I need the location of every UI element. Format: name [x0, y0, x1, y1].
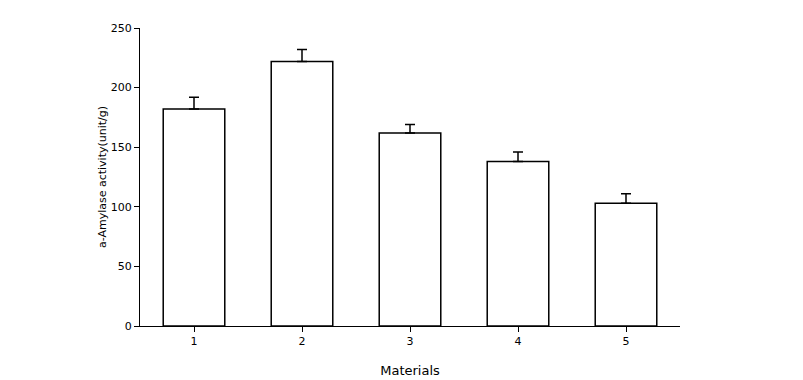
- svg-text:100: 100: [111, 201, 132, 214]
- svg-text:50: 50: [118, 260, 132, 273]
- svg-text:150: 150: [111, 141, 132, 154]
- svg-text:0: 0: [125, 320, 132, 333]
- svg-text:5: 5: [623, 335, 630, 348]
- svg-text:4: 4: [515, 335, 522, 348]
- svg-text:200: 200: [111, 81, 132, 94]
- svg-text:a-Amylase activity(unit/g): a-Amylase activity(unit/g): [96, 106, 109, 248]
- svg-text:250: 250: [111, 22, 132, 35]
- svg-text:2: 2: [299, 335, 306, 348]
- svg-text:Materials: Materials: [380, 363, 440, 378]
- svg-text:1: 1: [191, 335, 198, 348]
- svg-text:3: 3: [407, 335, 414, 348]
